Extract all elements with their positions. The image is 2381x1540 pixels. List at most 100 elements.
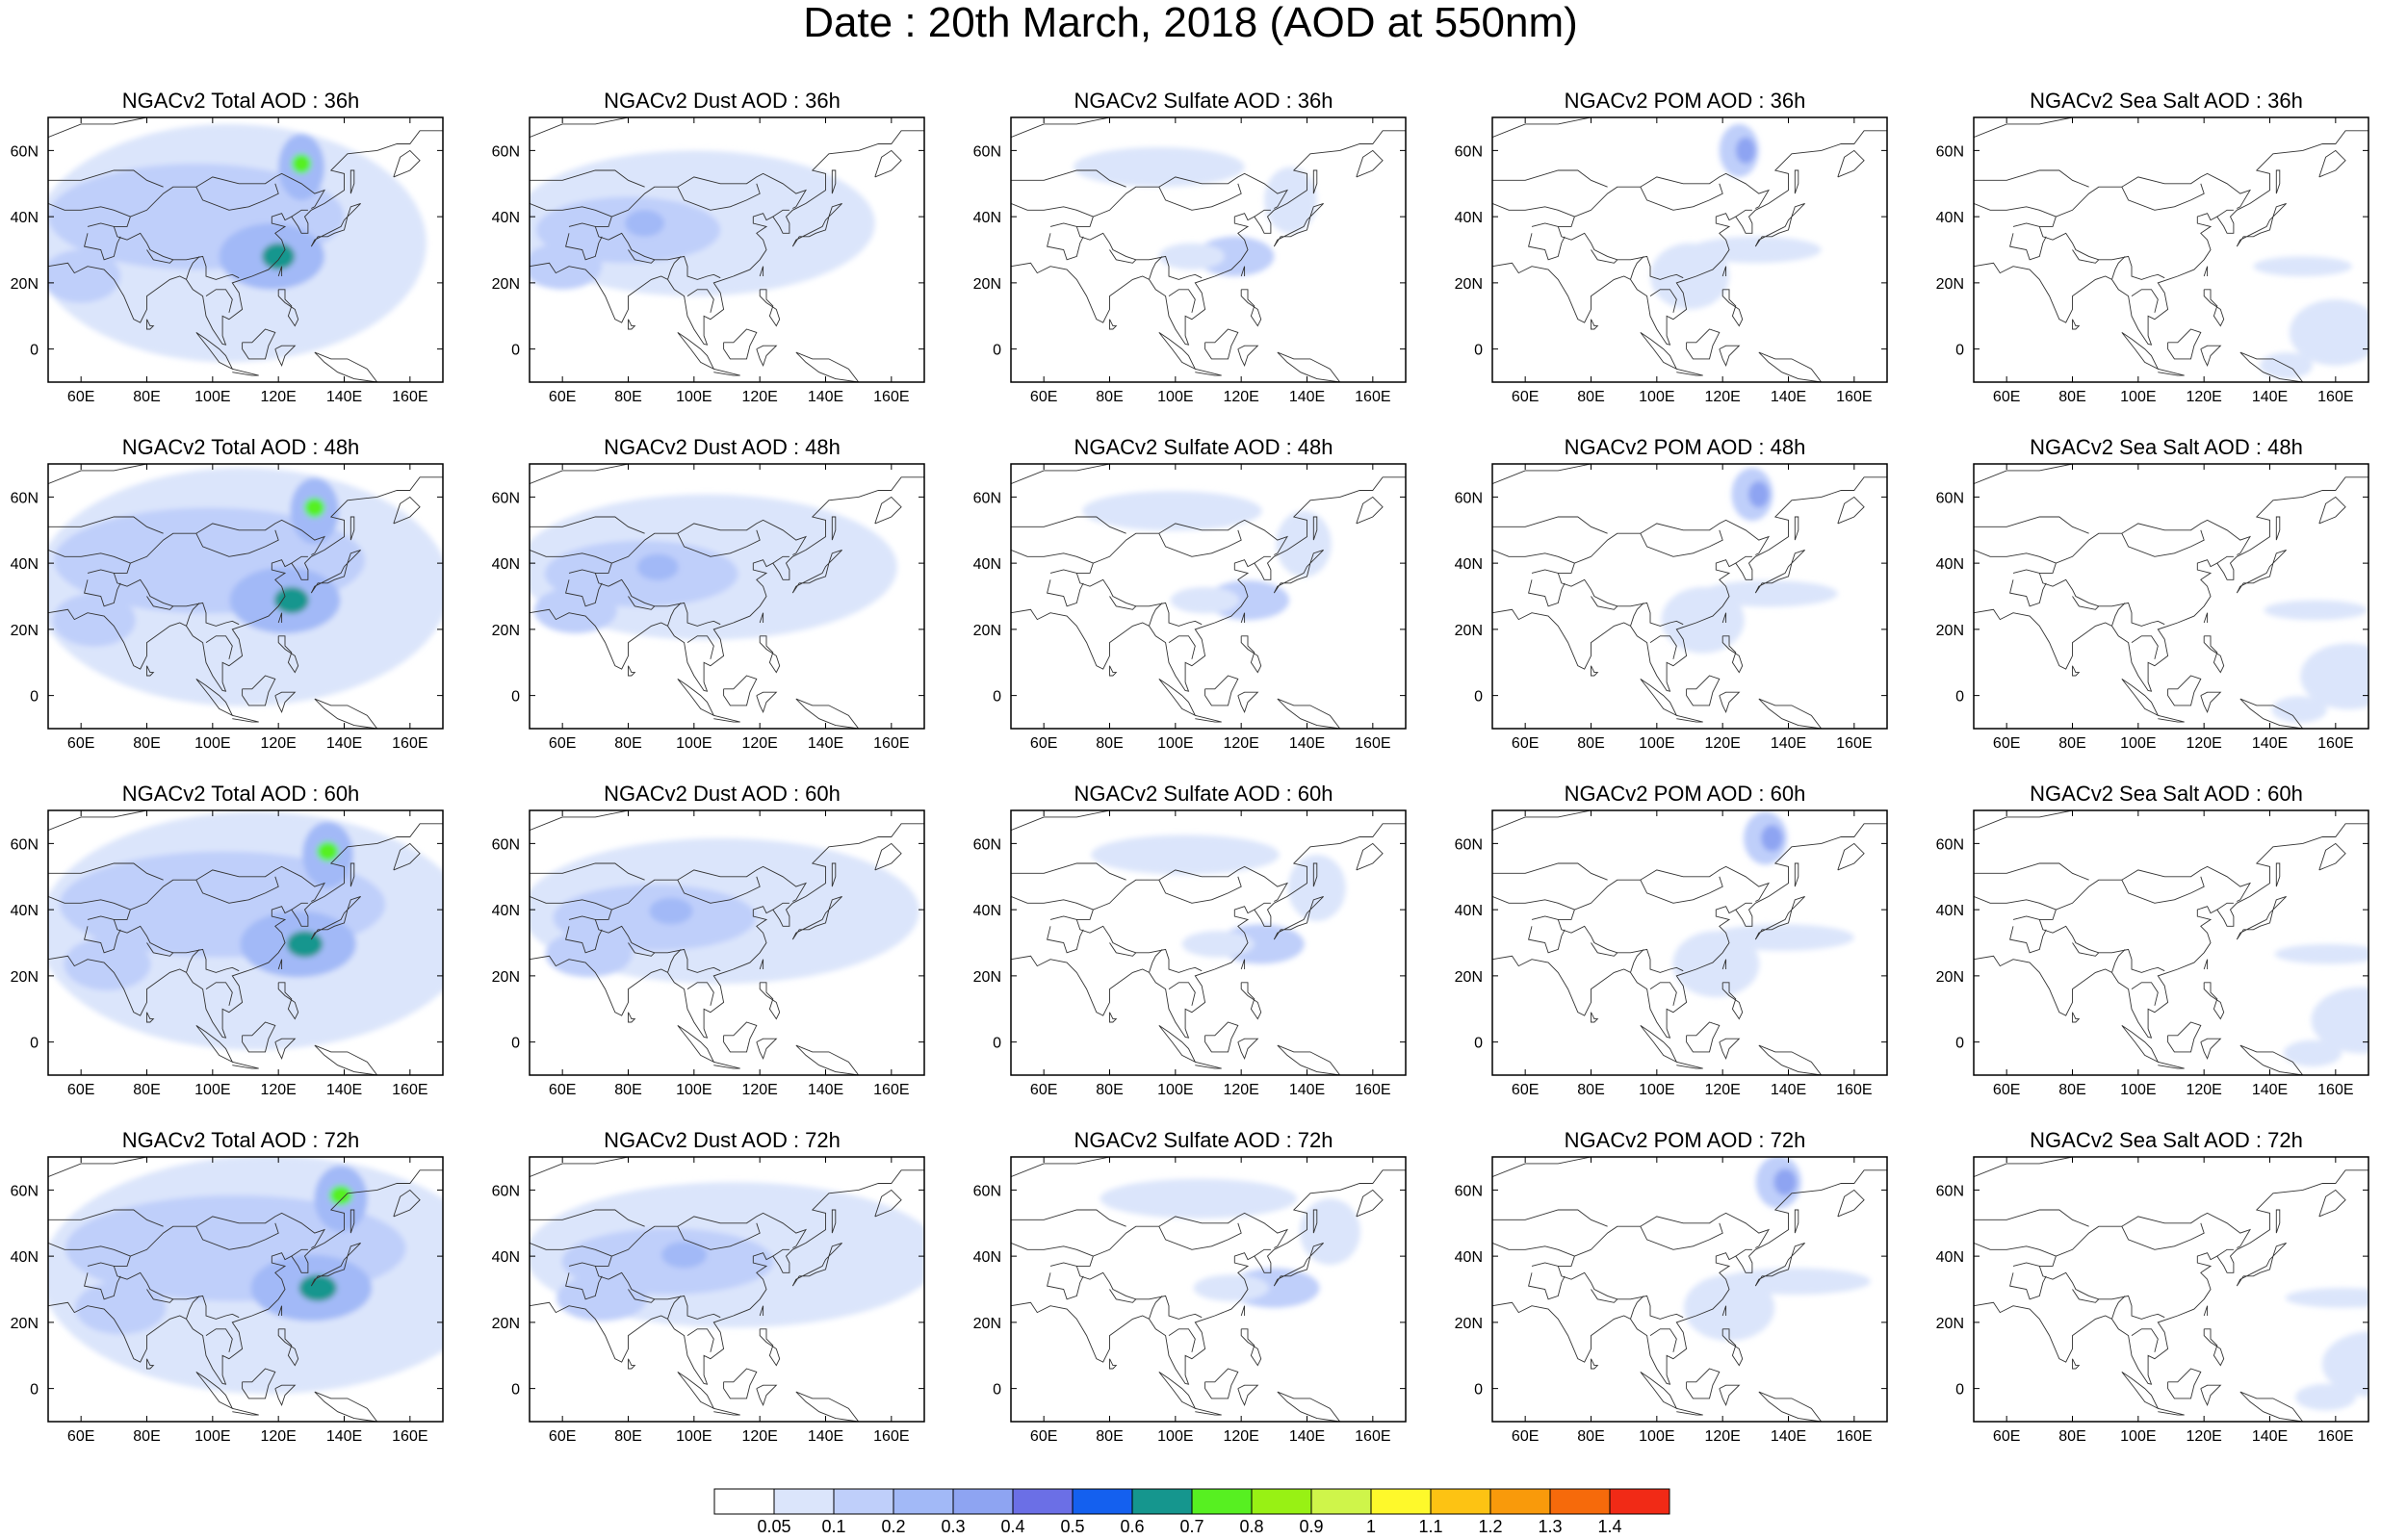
- lat-tick-label: 0: [1474, 1036, 1483, 1052]
- coastline: [831, 169, 837, 194]
- lat-tick-label: 40N: [492, 556, 520, 573]
- coastline: [1758, 1391, 1823, 1422]
- aod-field: [1100, 1178, 1360, 1308]
- map-panel-sulfate-36h: NGACv2 Sulfate AOD : 36h 60E 80E 100E 120E 14…: [963, 89, 1444, 416]
- coastline: [205, 289, 233, 313]
- coastline: [756, 1384, 778, 1406]
- lon-tick-label: 120E: [2186, 735, 2221, 752]
- lat-tick-label: 0: [511, 1382, 520, 1399]
- coastline: [530, 476, 924, 692]
- lon-tick-label: 160E: [2317, 735, 2353, 752]
- colorbar-label: 0.1: [821, 1517, 845, 1536]
- lat-tick-label: 20N: [11, 1316, 39, 1332]
- aod-region: [2264, 600, 2368, 621]
- lon-tick-label: 100E: [194, 1082, 230, 1098]
- coastline: [1721, 1305, 1727, 1317]
- coastline: [530, 1169, 924, 1385]
- coastline: [2072, 1012, 2081, 1023]
- coastline: [2121, 1222, 2205, 1250]
- coastlines: [1011, 464, 1406, 729]
- coastline: [195, 876, 279, 904]
- coastline: [1312, 516, 1318, 541]
- lon-tick-label: 100E: [194, 735, 230, 752]
- coastline: [2239, 698, 2304, 729]
- coastline: [274, 1384, 297, 1406]
- aod-field: [48, 1157, 443, 1395]
- map-background: [1974, 810, 2368, 1075]
- coastline: [759, 959, 764, 970]
- coastline: [874, 842, 902, 871]
- coastline: [1011, 895, 1094, 911]
- coastline: [1237, 691, 1259, 713]
- coastline: [1240, 1305, 1246, 1317]
- coastline: [195, 1025, 234, 1064]
- coastline: [1237, 1038, 1259, 1060]
- coastline: [1195, 1407, 1222, 1416]
- aod-region: [1287, 855, 1346, 921]
- coastline: [1168, 635, 1196, 659]
- coastline: [2038, 1266, 2165, 1320]
- coastline: [2239, 1391, 2304, 1422]
- coastline: [1974, 810, 2073, 832]
- map-panel-total-60h: NGACv2 Total AOD : 60h 60E 80E 100E 120E 140E…: [0, 782, 481, 1109]
- coastline: [1735, 209, 1752, 218]
- coastline: [1794, 1209, 1799, 1234]
- map-frame: [1010, 1156, 1407, 1423]
- coastline: [48, 1242, 131, 1257]
- lat-tick-label: 60N: [1455, 1183, 1483, 1199]
- coastline: [2275, 862, 2281, 887]
- coastline: [565, 926, 603, 954]
- lon-tick-label: 140E: [2252, 735, 2288, 752]
- lon-tick-label: 100E: [2120, 1428, 2156, 1445]
- coastline: [1721, 959, 1727, 970]
- coastline: [1649, 982, 1677, 1006]
- coastline: [195, 332, 234, 371]
- coastlines: [48, 464, 443, 729]
- lat-tick-label: 20N: [492, 1316, 520, 1332]
- lon-tick-label: 100E: [1639, 1082, 1674, 1098]
- coastline: [1273, 549, 1324, 594]
- coastline: [795, 698, 860, 729]
- coastline: [291, 209, 308, 218]
- coastline: [2009, 1272, 2047, 1300]
- coastline: [1531, 865, 1771, 920]
- lon-tick-label: 80E: [614, 735, 641, 752]
- coastline: [1974, 169, 2089, 188]
- coastline: [1719, 691, 1741, 713]
- coastlines: [1011, 117, 1406, 382]
- map-frame: [1491, 463, 1888, 730]
- coastlines: [1492, 810, 1887, 1075]
- aod-region: [2274, 943, 2368, 964]
- lat-tick-label: 0: [30, 343, 39, 359]
- coastline: [1075, 573, 1203, 627]
- coastline: [48, 130, 443, 346]
- coastline: [568, 519, 808, 574]
- map-plot: 60E 80E 100E 120E 140E 160E 60N 40N 20N 0: [492, 809, 925, 1098]
- coastline: [2318, 149, 2346, 178]
- coastline: [530, 823, 924, 1039]
- coastline: [1109, 665, 1118, 677]
- coastline: [87, 519, 326, 574]
- coastline: [791, 895, 842, 940]
- lat-tick-label: 0: [993, 1036, 1001, 1052]
- coastline: [1591, 596, 1618, 610]
- coastline: [1240, 289, 1262, 327]
- coastline: [1168, 289, 1196, 313]
- coastline: [2236, 202, 2287, 247]
- coastline: [1109, 1358, 1118, 1370]
- aod-field: [48, 811, 443, 1050]
- coastline: [1837, 1189, 1865, 1218]
- coastline: [2275, 516, 2281, 541]
- map-panel-seasalt-36h: NGACv2 Sea Salt AOD : 36h 60E 80E 100E 120E 1…: [1926, 89, 2381, 416]
- lat-tick-label: 60N: [492, 836, 520, 853]
- aod-region: [75, 1281, 167, 1335]
- coastline: [1754, 202, 1805, 247]
- coastline: [1974, 549, 2057, 564]
- aod-region: [1264, 167, 1317, 234]
- coastline: [314, 698, 378, 729]
- coastline: [1676, 714, 1703, 723]
- lon-tick-label: 160E: [1836, 1082, 1872, 1098]
- coastline: [146, 1289, 174, 1303]
- lat-tick-label: 0: [1955, 689, 1964, 706]
- coastline: [667, 603, 682, 627]
